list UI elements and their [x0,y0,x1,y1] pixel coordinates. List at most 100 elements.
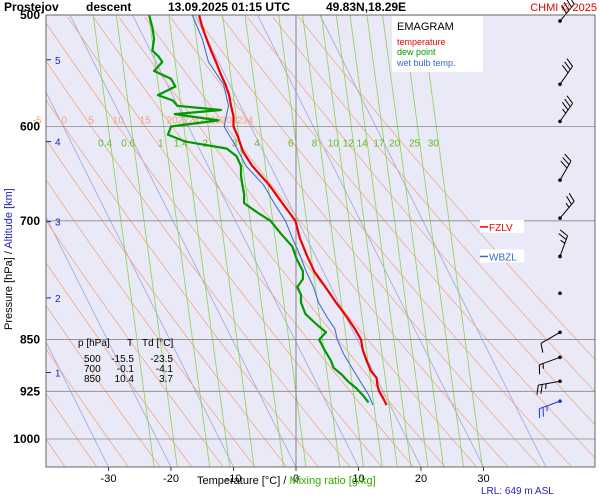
y-axis-label: Pressure [hPa] / Altitude [km] [3,188,15,330]
dry-adiabat-label: 5 [88,116,94,127]
wind-barb-feather [563,1,570,11]
mixing-ratio-label: 1 [158,139,164,150]
y-axis-label-pressure: Pressure [hPa] / [3,249,15,330]
dry-adiabat-label: 0 [61,116,67,127]
dewpoint-profile [148,15,370,404]
dry-adiabat-line [93,16,446,467]
pressure-tick-label: 925 [20,384,40,398]
dry-adiabat-label: 22 [177,116,189,127]
level-markers: FZLV WBZL [480,219,524,263]
mixing-ratio-label: 4 [254,139,260,150]
wind-barb-half-feather [545,383,547,389]
wind-barbs [536,0,575,419]
wind-barb-feather [540,384,543,394]
altitude-tick-label: 3 [55,218,61,229]
altitude-tick-label: 2 [55,294,61,305]
mixing-ratio-label: 1.4 [174,139,188,150]
dry-adiabat-line [46,60,351,467]
dry-adiabat-line [46,138,288,467]
x-tick-label: -10 [226,473,242,485]
wind-barb-feather [536,385,539,395]
wind-barb-feather [570,0,575,5]
wind-barb [558,192,575,220]
legend-title: EMAGRAM [397,21,454,33]
wind-barb-feather [562,157,570,165]
values-table: p [hPa] T Td [°C] 500 -15.5 -23.5 700 -0… [78,338,173,385]
wind-barb-feather [560,160,568,169]
y-axis-label-altitude: Altitude [km] [3,188,15,249]
dry-adiabat-line [46,179,256,467]
table-header-t: T [127,338,133,349]
table-cell: 10.4 [115,374,135,385]
x-axis-label-temperature: Temperature [°C] / [197,475,289,487]
lrl-label: LRL: 649 m ASL [481,486,554,497]
dry-adiabat-label: 15 [140,116,152,127]
wind-barb [558,0,575,23]
wbzl-marker-bg [480,249,524,263]
wind-barb [538,399,562,419]
mixing-ratio-label: 30 [428,139,440,150]
wind-barb-half-feather [565,202,570,208]
table-cell: 850 [84,374,101,385]
table-cell: -4.1 [156,364,174,375]
wind-barb-feather [564,61,571,70]
mixing-ratio-label: 12 [343,139,355,150]
dry-adiabat-line [169,16,541,467]
plot-frame [45,14,596,468]
altitude-tick-label: 1 [55,369,61,380]
dry-adiabat-line [46,99,319,467]
pressure-tick-label: 1000 [13,432,40,446]
wind-barb [558,229,568,259]
dry-adiabat-label: 20 [167,116,179,127]
dry-adiabat-label: -5 [33,116,42,127]
dry-adiabat-line [46,22,383,467]
wind-barb-staff [540,331,561,344]
wind-barb-feather [564,98,571,107]
pressure-tick-label: 500 [20,8,40,22]
x-axis-label-mixing: Mixing ratio [g/kg] [289,475,375,487]
table-cell: -15.5 [111,354,134,365]
fzlv-marker-bg [480,219,524,233]
wind-barb-feather [561,5,567,14]
mixing-ratio-label: 14 [356,139,368,150]
dry-adiabat-line [67,16,414,467]
mixing-ratio-label: 25 [409,139,421,150]
temperature-profile [198,15,388,406]
mixing-ratio-label: 8 [312,139,318,150]
sounding-datetime: 13.09.2025 01:15 UTC [168,0,290,14]
wind-barb-feather [540,343,544,353]
mixing-ratio-label: 10 [328,139,340,150]
mixing-ratio-label: 6 [288,139,294,150]
wind-barb [558,58,574,87]
dry-adiabat-line [195,16,573,467]
profile-series [148,15,388,406]
wind-barb [538,355,562,375]
wbzl-label: WBZL [489,252,517,263]
plot-area [46,15,595,467]
dry-adiabat-label: 26 [199,116,211,127]
wind-barb-station [558,291,562,296]
altitude-ticks: 1 2 3 4 5 [46,56,61,380]
dry-adiabat-label: 10 [113,116,125,127]
wind-barb-feather [564,153,572,162]
legend-temperature: temperature [397,37,446,47]
dry-adiabat-line [46,304,161,467]
mixing-ratio-label: 0.6 [121,139,135,150]
dry-adiabat-label: 34 [242,116,254,127]
wind-barb [558,153,572,182]
dry-adiabat-line [46,262,193,467]
wind-barb-half-feather [560,239,566,244]
table-cell: 500 [84,354,101,365]
x-axis-ticks: -30 -20 -10 0 10 20 30 [101,467,490,485]
dry-adiabat-line [246,16,595,426]
wind-barb-feather [566,196,572,205]
dry-adiabat-line [298,16,595,360]
x-tick-label: 0 [293,473,299,485]
dry-adiabat-line [272,16,595,393]
wind-barb [536,379,562,395]
wind-barb [540,330,562,353]
wind-barb-feather [561,64,569,74]
wind-barb-feather [568,192,575,202]
wind-barb-half-feather [562,108,567,114]
